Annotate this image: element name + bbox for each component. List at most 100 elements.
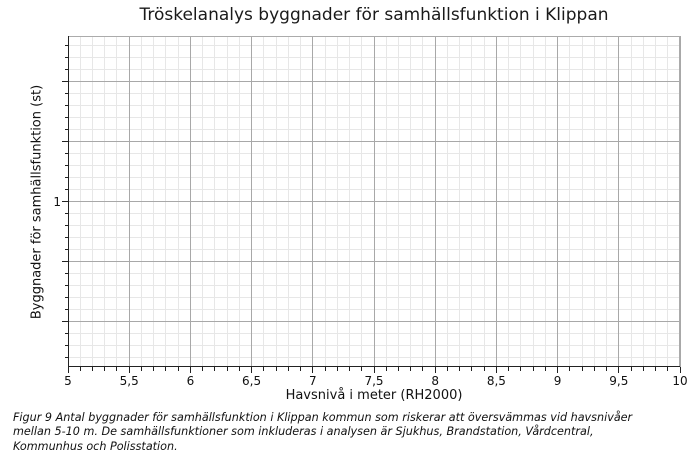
y-axis-tick [64, 69, 68, 70]
caption-line: mellan 5-10 m. De samhällsfunktioner som… [13, 425, 594, 439]
x-axis-tick [189, 367, 191, 373]
y-axis-tick [64, 153, 68, 154]
x-axis-tick [128, 367, 130, 373]
x-axis-tick [104, 367, 106, 371]
grid-line [68, 261, 680, 262]
x-tick-label: 9,5 [609, 374, 629, 388]
x-axis-tick [532, 367, 534, 371]
x-axis-tick [336, 367, 338, 371]
x-axis-tick [581, 367, 583, 371]
grid-line [679, 36, 681, 367]
y-axis-spine [68, 36, 69, 367]
y-axis-tick [62, 261, 68, 262]
y-axis-tick [64, 249, 68, 250]
x-axis-tick [459, 367, 461, 371]
x-tick-label: 6,5 [242, 374, 262, 388]
x-axis-tick [67, 367, 69, 373]
y-axis-tick [64, 225, 68, 226]
x-tick-label: 10 [672, 374, 688, 388]
y-axis-tick [64, 285, 68, 286]
x-axis-tick [226, 367, 228, 371]
x-axis-tick [679, 367, 681, 373]
caption-line: Kommunhus och Polisstation. [13, 439, 178, 453]
plot-border-right [679, 36, 680, 367]
x-tick-label: 9 [553, 374, 562, 388]
x-axis-tick [471, 367, 473, 371]
x-axis-tick [667, 367, 669, 371]
x-tick-label: 7 [308, 374, 317, 388]
y-axis-tick [62, 201, 68, 202]
x-axis-tick [153, 367, 155, 371]
plot-border-top [68, 36, 680, 37]
y-axis-tick [64, 165, 68, 166]
figure-caption: Figur 9 Antal byggnader för samhällsfunk… [13, 411, 693, 454]
x-axis-tick [410, 367, 412, 371]
x-axis-tick [483, 367, 485, 371]
y-axis-tick [64, 297, 68, 298]
x-axis-tick [422, 367, 424, 371]
x-axis-tick [642, 367, 644, 371]
x-axis-tick [287, 367, 289, 371]
grid-line [68, 81, 680, 82]
y-axis-tick [62, 81, 68, 82]
x-axis-tick [324, 367, 326, 371]
x-axis-tick [373, 367, 375, 373]
x-axis-tick [434, 367, 436, 373]
y-axis-tick [64, 117, 68, 118]
y-axis-tick [64, 273, 68, 274]
y-axis-tick [64, 93, 68, 94]
x-axis-tick [544, 367, 546, 371]
x-axis-tick [630, 367, 632, 371]
y-axis-tick [64, 105, 68, 106]
caption-line: Figur 9 Antal byggnader för samhällsfunk… [13, 411, 633, 424]
x-axis-tick [251, 367, 253, 373]
x-axis-tick [275, 367, 277, 371]
x-tick-label: 7,5 [364, 374, 384, 388]
x-tick-label: 5,5 [119, 374, 139, 388]
x-axis-tick [165, 367, 167, 371]
x-tick-label: 8 [431, 374, 439, 388]
y-axis-tick [62, 321, 68, 322]
x-axis-tick [312, 367, 314, 373]
x-axis-tick [655, 367, 657, 371]
x-tick-label: 6 [186, 374, 195, 388]
x-axis-tick [300, 367, 302, 371]
y-axis-tick [62, 141, 68, 142]
x-tick-label: 5 [64, 374, 72, 388]
x-tick-label: 8,5 [486, 374, 506, 388]
x-axis-tick [202, 367, 204, 371]
y-axis-tick [64, 129, 68, 130]
x-axis-tick [520, 367, 522, 371]
x-axis-spine [68, 366, 680, 367]
y-axis-tick [64, 213, 68, 214]
y-axis-tick [64, 57, 68, 58]
y-axis-tick [64, 45, 68, 46]
y-axis-tick [64, 177, 68, 178]
x-axis-tick [177, 367, 179, 371]
x-axis-tick [361, 367, 363, 371]
x-axis-tick [618, 367, 620, 373]
x-axis-tick [397, 367, 399, 371]
x-axis-tick [446, 367, 448, 371]
x-axis-tick [214, 367, 216, 371]
x-axis-tick [557, 367, 559, 373]
x-axis-tick [593, 367, 595, 371]
x-axis-tick [238, 367, 240, 371]
plot-area [62, 36, 681, 373]
x-axis-tick [495, 367, 497, 373]
y-axis-tick [64, 237, 68, 238]
x-axis-tick [140, 367, 142, 371]
y-axis-tick [64, 357, 68, 358]
y-axis-tick [64, 309, 68, 310]
x-axis-tick [349, 367, 351, 371]
x-axis-label: Havsnivå i meter (RH2000) [285, 388, 463, 403]
grid-line [68, 201, 680, 202]
y-axis-tick [64, 345, 68, 346]
grid-line [68, 141, 680, 142]
x-axis-tick [263, 367, 265, 371]
y-tick-label: 1 [53, 195, 61, 209]
x-axis-tick [385, 367, 387, 371]
y-axis-tick [64, 189, 68, 190]
x-axis-tick [508, 367, 510, 371]
